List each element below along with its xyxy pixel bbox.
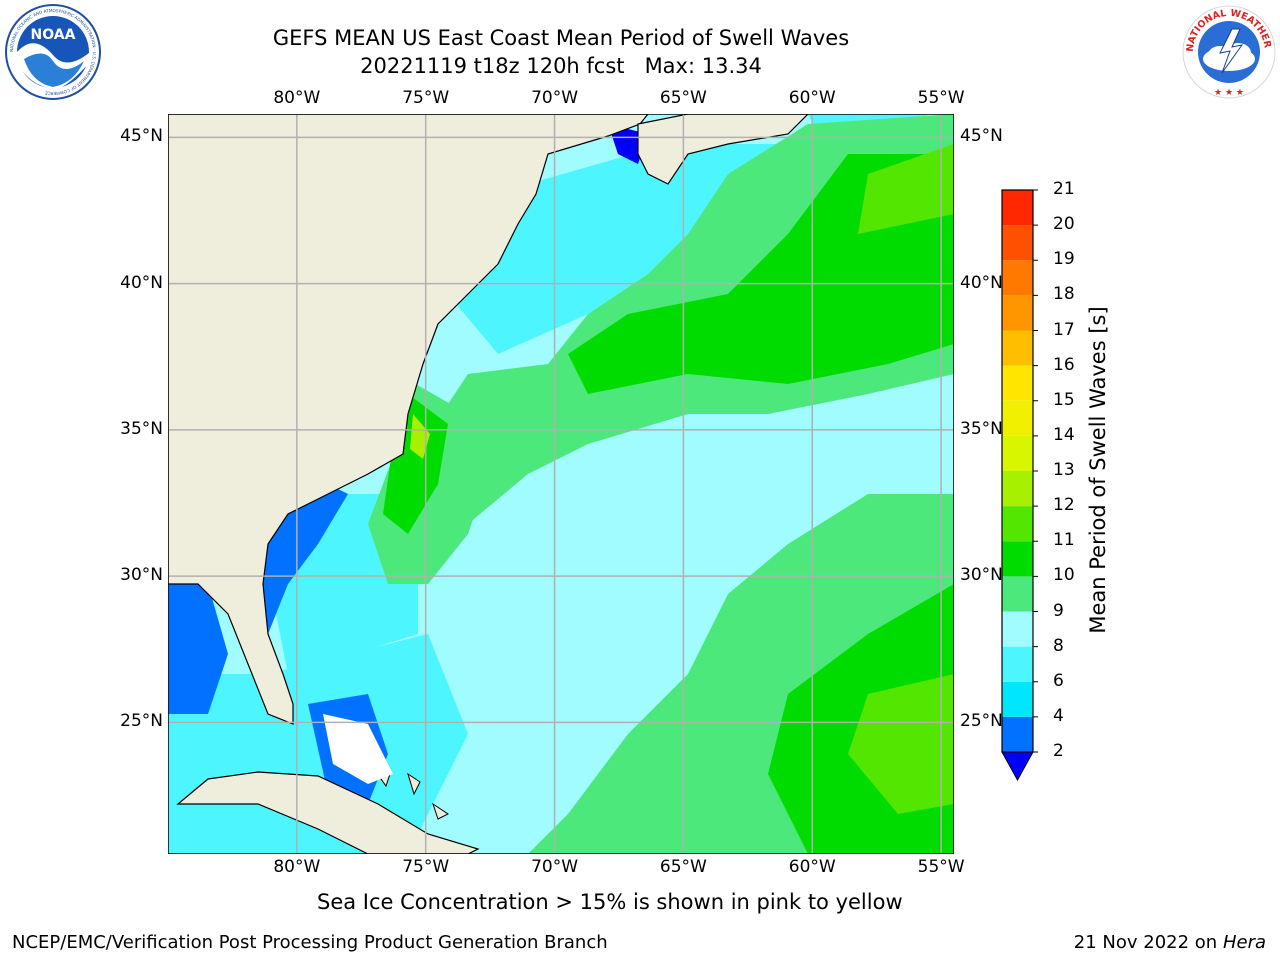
longitude-label-bottom: 70°W — [531, 857, 579, 877]
longitude-label-bottom: 75°W — [402, 857, 450, 877]
colorbar-tick-label: 19 — [1053, 249, 1075, 270]
noaa-logo-text: NOAA — [31, 27, 76, 43]
colorbar-segment — [1002, 541, 1033, 577]
colorbar-segment — [1002, 365, 1033, 401]
colorbar-segment — [1002, 400, 1033, 436]
latitude-label-left: 45°N — [120, 126, 163, 147]
colorbar-tick-label: 17 — [1053, 319, 1075, 340]
latitude-label-left: 30°N — [120, 565, 163, 586]
colorbar-segment — [1002, 716, 1033, 752]
colorbar-segment — [1002, 646, 1033, 682]
longitude-label-bottom: 65°W — [659, 857, 707, 877]
latitude-label-right: 40°N — [960, 272, 1003, 293]
longitude-label-top: 65°W — [659, 88, 707, 108]
map-subtitle: 20221119 t18z 120h fcst Max: 13.34 — [0, 54, 1122, 78]
swell-period-map — [168, 114, 954, 854]
colorbar — [1001, 189, 1038, 782]
longitude-label-bottom: 55°W — [917, 857, 965, 877]
colorbar-segment — [1002, 260, 1033, 296]
colorbar-tick-label: 20 — [1053, 214, 1075, 235]
latitude-label-right: 25°N — [960, 711, 1003, 732]
colorbar-segment — [1002, 330, 1033, 366]
colorbar-segment — [1002, 190, 1033, 226]
colorbar-segment — [1002, 295, 1033, 331]
colorbar-under-arrow — [1001, 751, 1034, 782]
colorbar-tick-label: 8 — [1053, 635, 1064, 656]
colorbar-tick-label: 9 — [1053, 600, 1064, 621]
latitude-label-right: 45°N — [960, 126, 1003, 147]
latitude-label-right: 35°N — [960, 418, 1003, 439]
latitude-label-left: 25°N — [120, 711, 163, 732]
footer-date: 21 Nov 2022 on Hera — [1074, 932, 1266, 953]
colorbar-segment — [1002, 576, 1033, 612]
colorbar-title: Mean Period of Swell Waves [s] — [1086, 306, 1110, 634]
max-value: Max: 13.34 — [644, 54, 762, 78]
run-date: 20221119 t18z 120h fcst — [360, 54, 625, 78]
map-title: GEFS MEAN US East Coast Mean Period of S… — [272, 26, 850, 50]
latitude-label-left: 40°N — [120, 272, 163, 293]
colorbar-tick-label: 4 — [1053, 705, 1064, 726]
colorbar-tick-label: 13 — [1053, 460, 1075, 480]
colorbar-tick-label: 10 — [1053, 565, 1075, 586]
colorbar-segment — [1002, 435, 1033, 471]
longitude-label-top: 80°W — [273, 88, 321, 108]
longitude-label-bottom: 60°W — [788, 857, 836, 877]
colorbar-tick-label: 16 — [1053, 354, 1075, 375]
noaa-logo: NOAA NATIONAL OCEANIC AND ATMOSPHERIC AD… — [5, 4, 101, 100]
longitude-label-top: 60°W — [788, 88, 836, 108]
longitude-label-bottom: 80°W — [273, 857, 321, 877]
colorbar-tick-label: 12 — [1053, 495, 1075, 516]
colorbar-tick-label: 14 — [1053, 424, 1075, 445]
national-weather-service-logo: NATIONAL WEATHER SERVICE ★ ★ ★ — [1180, 3, 1276, 99]
colorbar-tick-label: 6 — [1053, 670, 1064, 691]
longitude-label-top: 70°W — [531, 88, 579, 108]
footer-machine: Hera — [1222, 932, 1266, 953]
colorbar-segment — [1002, 611, 1033, 647]
colorbar-tick-label: 2 — [1053, 741, 1064, 761]
colorbar-segment — [1002, 471, 1033, 507]
longitude-label-top: 55°W — [917, 88, 965, 108]
colorbar-segment — [1002, 225, 1033, 261]
colorbar-tick-label: 15 — [1053, 389, 1075, 410]
footer-credit: NCEP/EMC/Verification Post Processing Pr… — [12, 932, 608, 953]
latitude-label-right: 30°N — [960, 565, 1003, 586]
svg-text:★ ★ ★: ★ ★ ★ — [1214, 88, 1244, 98]
longitude-label-top: 75°W — [402, 88, 450, 108]
latitude-label-left: 35°N — [120, 418, 163, 439]
colorbar-tick-label: 18 — [1053, 284, 1075, 305]
colorbar-tick-label: 11 — [1053, 530, 1075, 551]
footer-date-text: 21 Nov 2022 on — [1073, 932, 1218, 953]
colorbar-segment — [1002, 506, 1033, 542]
graticule — [168, 114, 954, 854]
sea-ice-note: Sea Ice Concentration > 15% is shown in … — [317, 890, 903, 914]
colorbar-tick-label: 21 — [1053, 179, 1075, 199]
colorbar-segment — [1002, 681, 1033, 717]
